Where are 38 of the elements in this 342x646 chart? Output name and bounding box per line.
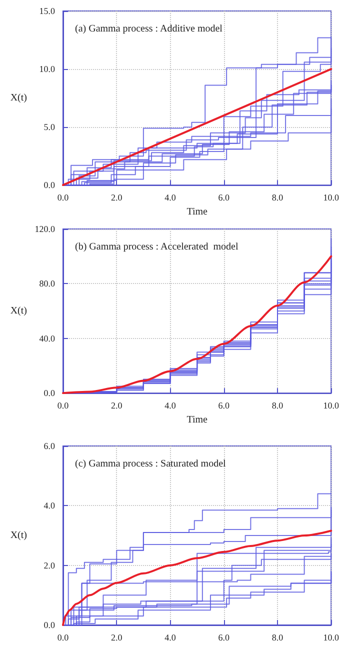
- y-tick-label: 0.0: [44, 180, 56, 190]
- x-axis-title: Time: [186, 414, 208, 426]
- x-tick-label: 0.0: [57, 632, 70, 642]
- x-tick-label: 8.0: [272, 400, 284, 411]
- x-tick-label: 10.0: [323, 400, 340, 411]
- text: (b) Gamma process : Accelerated model: [75, 242, 238, 252]
- y-tick-label: 120.0: [34, 224, 56, 234]
- x-tick-label: 4.0: [164, 632, 176, 642]
- x-tick-label: 6.0: [218, 192, 230, 203]
- x-tick-label: 10.0: [323, 632, 340, 642]
- y-axis-title: X(t): [10, 530, 27, 541]
- x-axis-title: Time: [186, 206, 208, 218]
- x-tick-label: 0.0: [57, 400, 70, 411]
- text: (c) Gamma process : Saturated model: [75, 458, 226, 470]
- x-tick-label: 0.0: [57, 192, 70, 203]
- y-tick-label: 5.0: [44, 122, 56, 132]
- y-axis-title: X(t): [10, 306, 27, 317]
- y-tick-label: 2.0: [44, 560, 56, 570]
- y-tick-label: 0.0: [44, 388, 56, 398]
- y-tick-label: 15.0: [39, 6, 56, 16]
- x-tick-label: 4.0: [164, 400, 176, 411]
- y-tick-label: 10.0: [39, 64, 56, 74]
- y-tick-label: 80.0: [39, 278, 56, 289]
- x-tick-label: 8.0: [272, 192, 284, 203]
- x-tick-label: 6.0: [218, 400, 230, 411]
- x-tick-label: 8.0: [272, 632, 284, 642]
- x-tick-label: 2.0: [111, 400, 123, 411]
- y-tick-label: 6.0: [44, 441, 56, 451]
- x-tick-label: 6.0: [218, 632, 230, 642]
- x-tick-label: 2.0: [111, 632, 123, 642]
- y-tick-label: 4.0: [44, 500, 56, 511]
- x-tick-label: 10.0: [323, 192, 340, 203]
- y-tick-label: 0.0: [44, 620, 56, 630]
- y-axis-title: X(t): [10, 92, 27, 104]
- x-tick-label: 4.0: [164, 192, 176, 203]
- text: (a) Gamma process : Additive model: [75, 24, 223, 34]
- y-tick-label: 40.0: [39, 333, 56, 344]
- x-tick-label: 2.0: [111, 192, 123, 203]
